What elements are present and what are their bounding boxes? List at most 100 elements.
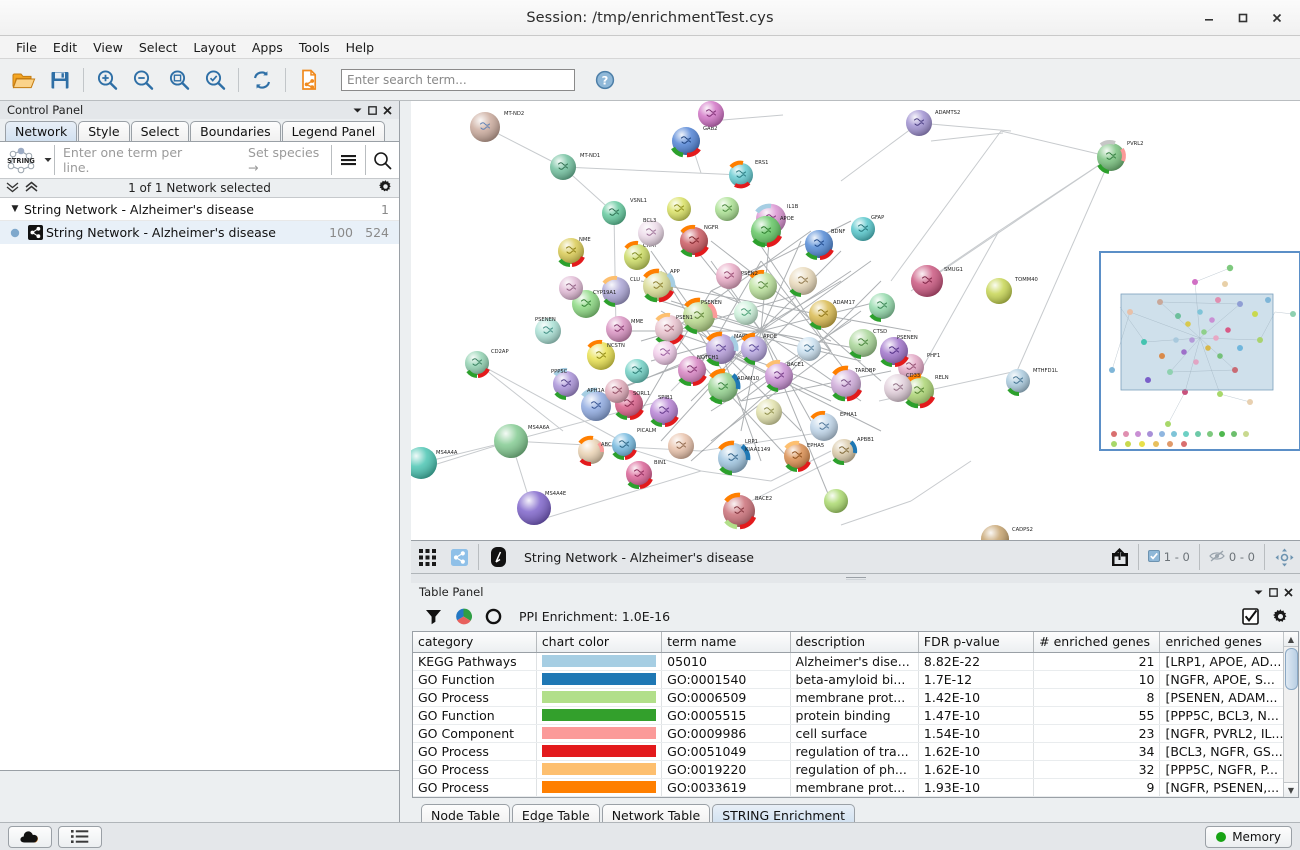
table-row[interactable]: GO Process GO:0019220 regulation of ph... 1… xyxy=(413,760,1298,779)
chevron-down-icon[interactable] xyxy=(350,102,365,118)
string-logo-icon[interactable]: STRING xyxy=(0,142,42,178)
scroll-down-arrow-icon[interactable]: ▼ xyxy=(1284,782,1298,797)
svg-text:LRP1: LRP1 xyxy=(745,439,758,445)
toolbar-separator-2 xyxy=(238,67,239,92)
col-category[interactable]: category xyxy=(413,632,537,653)
minimize-button[interactable] xyxy=(1192,3,1226,33)
help-icon[interactable]: ? xyxy=(587,63,623,97)
search-input[interactable]: Enter search term... xyxy=(341,68,575,91)
open-folder-icon[interactable] xyxy=(6,63,42,97)
menu-layout[interactable]: Layout xyxy=(193,39,236,55)
col-fdr-pvalue[interactable]: FDR p-value xyxy=(918,632,1035,653)
cell-chart-color xyxy=(536,706,663,725)
table-float-icon[interactable] xyxy=(1266,584,1281,600)
col-enriched-count[interactable]: # enriched genes xyxy=(1033,632,1161,653)
edge-selection-counter[interactable]: 0 - 0 xyxy=(1203,550,1261,565)
expand-triangle-icon[interactable]: ▼ xyxy=(11,204,19,214)
menu-select[interactable]: Select xyxy=(138,39,178,55)
table-row[interactable]: GO Process GO:0006509 membrane prot... 1.42… xyxy=(413,688,1298,707)
fit-content-icon[interactable] xyxy=(1268,542,1300,573)
table-gear-icon[interactable] xyxy=(1266,602,1294,630)
zoom-out-icon[interactable] xyxy=(125,63,161,97)
zoom-in-icon[interactable] xyxy=(89,63,125,97)
checkbox-checked-icon[interactable] xyxy=(1236,602,1264,630)
table-row[interactable]: GO Function GO:0001540 beta-amyloid bi... 1… xyxy=(413,670,1298,689)
tab-network-table[interactable]: Network Table xyxy=(601,804,711,825)
table-chevron-down-icon[interactable] xyxy=(1251,584,1266,600)
tab-network[interactable]: Network xyxy=(5,121,78,141)
chevron-double-down-icon[interactable] xyxy=(6,181,19,196)
menu-tools[interactable]: Tools xyxy=(298,39,330,55)
close-panel-icon[interactable] xyxy=(380,102,395,118)
string-dropdown-caret-icon[interactable] xyxy=(42,157,54,163)
tab-node-table[interactable]: Node Table xyxy=(421,804,510,825)
menu-file[interactable]: File xyxy=(16,39,37,55)
svg-text:EPHA5: EPHA5 xyxy=(807,443,824,449)
table-row[interactable]: GO Process GO:0033619 membrane prot... 1.93… xyxy=(413,778,1298,797)
cell-term-name: GO:0019220 xyxy=(661,760,791,779)
table-vertical-scrollbar[interactable]: ▲ ▼ xyxy=(1283,632,1298,797)
cell-fdr-pvalue: 1.93E-10 xyxy=(918,778,1035,797)
node-selection-counter[interactable]: 1 - 0 xyxy=(1142,549,1196,565)
network-graph[interactable]: MT-ND2 MT-ND1 VSNL1 GAB2 ERS1 IL1B xyxy=(411,101,1300,541)
tab-string-enrichment[interactable]: STRING Enrichment xyxy=(712,804,856,825)
table-close-icon[interactable] xyxy=(1281,584,1296,600)
table-row[interactable]: GO Process GO:0051049 regulation of tra...… xyxy=(413,742,1298,761)
tab-boundaries[interactable]: Boundaries xyxy=(190,121,281,141)
tab-select[interactable]: Select xyxy=(130,121,190,141)
filter-funnel-icon[interactable] xyxy=(419,602,447,630)
save-icon[interactable] xyxy=(42,63,78,97)
cloud-icon[interactable] xyxy=(8,825,52,848)
export-network-icon[interactable] xyxy=(291,63,327,97)
table-row[interactable]: GO Function GO:0005515 protein binding 1.47… xyxy=(413,706,1298,725)
string-share-icon[interactable] xyxy=(443,542,475,573)
network-canvas[interactable]: MT-ND2 MT-ND1 VSNL1 GAB2 ERS1 IL1B xyxy=(411,101,1300,541)
donut-chart-icon[interactable] xyxy=(479,602,507,630)
gear-icon[interactable] xyxy=(378,179,393,197)
col-description[interactable]: description xyxy=(790,632,919,653)
float-panel-icon[interactable] xyxy=(365,102,380,118)
table-row[interactable]: GO Component GO:0009986 cell surface 1.54E-… xyxy=(413,724,1298,743)
network-tree-group-row[interactable]: ▼ String Network - Alzheimer's disease 1 xyxy=(0,198,399,221)
table-row[interactable]: GO Process GO:0050435beta-amyloid m...2.0… xyxy=(413,796,1298,797)
close-button[interactable] xyxy=(1260,3,1294,33)
tab-style[interactable]: Style xyxy=(78,121,130,141)
svg-text:VSNL1: VSNL1 xyxy=(630,198,647,204)
scroll-thumb[interactable] xyxy=(1285,648,1298,690)
panel-splitter[interactable] xyxy=(411,574,1300,583)
memory-status-button[interactable]: Memory xyxy=(1205,825,1292,848)
col-term-name[interactable]: term name xyxy=(661,632,791,653)
cell-enriched-genes: [PPP5C, NGFR, P... xyxy=(1159,760,1298,779)
hamburger-icon[interactable] xyxy=(332,142,365,178)
scroll-up-arrow-icon[interactable]: ▲ xyxy=(1284,632,1298,647)
list-icon[interactable] xyxy=(58,825,102,848)
string-term-input[interactable]: Enter one term per line. Set species → xyxy=(55,145,331,175)
cell-enriched-genes: [NGFR, PSENEN,... xyxy=(1159,778,1298,797)
grid-layout-icon[interactable] xyxy=(411,542,443,573)
magnifier-icon[interactable] xyxy=(366,142,399,178)
col-chart-color[interactable]: chart color xyxy=(536,632,663,653)
export-image-icon[interactable] xyxy=(1103,542,1135,573)
annotation-icon[interactable] xyxy=(482,542,514,573)
menu-edit[interactable]: Edit xyxy=(52,39,78,55)
enrichment-table: category chart color term name descripti… xyxy=(413,632,1298,797)
menu-apps[interactable]: Apps xyxy=(251,39,283,55)
network-tree-item[interactable]: String Network - Alzheimer's disease 100… xyxy=(0,221,399,244)
maximize-button[interactable] xyxy=(1226,3,1260,33)
svg-text:ADAM10: ADAM10 xyxy=(737,376,759,382)
tab-edge-table[interactable]: Edge Table xyxy=(511,804,600,825)
chevron-double-up-icon[interactable] xyxy=(25,181,38,196)
network-node-count: 100 xyxy=(329,225,353,240)
menu-view[interactable]: View xyxy=(93,39,123,55)
svg-text:MME: MME xyxy=(631,319,643,325)
table-row[interactable]: KEGG Pathways 05010 Alzheimer's dise... 8.8… xyxy=(413,652,1298,671)
cell-chart-color xyxy=(536,760,663,779)
zoom-fit-icon[interactable] xyxy=(161,63,197,97)
set-species-link[interactable]: Set species → xyxy=(248,145,320,175)
col-enriched-genes[interactable]: enriched genes xyxy=(1159,632,1298,653)
tab-legend-panel[interactable]: Legend Panel xyxy=(281,121,386,141)
menu-help[interactable]: Help xyxy=(345,39,375,55)
zoom-selected-icon[interactable] xyxy=(197,63,233,97)
pie-chart-icon[interactable] xyxy=(449,602,477,630)
refresh-icon[interactable] xyxy=(244,63,280,97)
